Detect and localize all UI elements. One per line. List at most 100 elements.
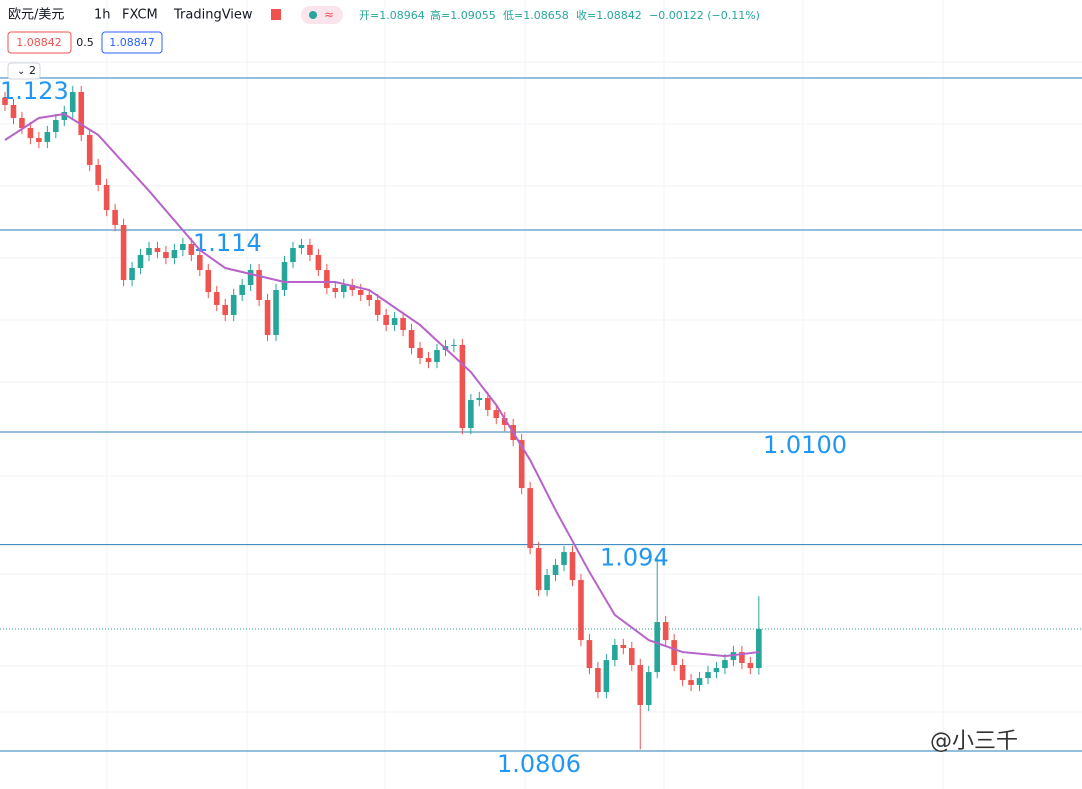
candle-body <box>434 350 440 363</box>
candle-body <box>290 248 296 263</box>
candle-body <box>19 118 25 129</box>
candle-body <box>324 270 330 289</box>
candle-body <box>222 304 229 315</box>
candle-body <box>425 358 432 363</box>
candle-body <box>569 552 576 581</box>
open: 开=1.08964 <box>359 9 425 22</box>
candle-body <box>180 244 186 251</box>
candle-body <box>612 644 618 661</box>
candle-body <box>44 132 51 143</box>
ask[interactable]: 1.08847 <box>109 36 155 49</box>
candle-body <box>137 254 144 269</box>
candle-body <box>197 254 203 271</box>
candle-body <box>256 270 262 301</box>
candle-body <box>315 254 322 271</box>
candle-body <box>654 622 660 673</box>
candle-body <box>154 248 161 253</box>
broker: FXCM <box>122 8 158 23</box>
candle-body <box>69 92 76 113</box>
platform: TradingView <box>173 8 253 23</box>
candle-body <box>756 628 762 669</box>
candle-body <box>586 640 593 669</box>
interval: 1h <box>94 8 111 23</box>
candle-body <box>552 564 559 575</box>
level-label: 1.123 <box>0 77 69 105</box>
candle-body <box>476 398 483 401</box>
candle-body <box>501 418 508 425</box>
candle-body <box>713 668 720 673</box>
candle-body <box>146 248 152 255</box>
badge[interactable]: 2 <box>29 64 36 77</box>
candle-body <box>747 662 754 669</box>
candle-body <box>53 120 59 133</box>
candle-body <box>10 104 17 119</box>
candle-body <box>696 678 703 685</box>
candle-body <box>493 410 500 419</box>
high: 高=1.09055 <box>430 8 496 22</box>
candle-body <box>451 344 457 347</box>
candle-body <box>417 348 423 359</box>
candle-body <box>36 138 42 143</box>
candle-body <box>561 552 567 565</box>
candle-body <box>213 292 220 305</box>
candle-body <box>188 244 195 255</box>
candle-body <box>27 128 34 139</box>
candle-body <box>645 672 652 705</box>
bid-box[interactable] <box>7 31 72 54</box>
candle-body <box>112 210 118 225</box>
level-label: 1.0100 <box>763 431 847 459</box>
collapse-button[interactable] <box>7 62 41 80</box>
candles <box>2 85 762 750</box>
collapse-icon[interactable]: ⌄ <box>17 66 25 77</box>
candle-body <box>307 244 313 255</box>
candle-body <box>349 284 356 291</box>
candle-body <box>535 548 542 591</box>
candle-body <box>95 164 101 185</box>
candle-body <box>688 680 694 685</box>
change: −0.00122 (−0.11%) <box>649 9 760 22</box>
candle-body <box>468 400 474 429</box>
candle-body <box>679 664 686 681</box>
candle-body <box>264 300 271 335</box>
candle-body <box>603 660 610 693</box>
low: 低=1.08658 <box>503 9 569 22</box>
candle-body <box>2 98 8 105</box>
candle-body <box>341 284 347 293</box>
candle-body <box>637 664 644 705</box>
bid[interactable]: 1.08842 <box>16 36 62 49</box>
candle-body <box>298 244 305 249</box>
header: 欧元/美元 1h FXCM TradingView ≈ 开=1.08964 高=… <box>7 6 760 80</box>
candle-body <box>171 250 178 259</box>
candle-body <box>383 314 389 325</box>
candle-body <box>578 580 584 641</box>
candle-body <box>374 300 381 315</box>
candle-body <box>705 672 711 679</box>
candle-body <box>78 92 85 135</box>
candle-body <box>357 290 364 295</box>
status-dot <box>309 11 317 19</box>
close: 收=1.08842 <box>576 8 642 22</box>
candle-body <box>61 112 68 121</box>
candle-body <box>129 268 135 281</box>
candle-body <box>739 652 745 663</box>
moving-average <box>4 112 759 658</box>
candle-body <box>722 660 728 669</box>
ask-box[interactable] <box>101 31 163 54</box>
candle-body <box>484 398 491 411</box>
candle-body <box>595 668 601 693</box>
candle-body <box>459 344 466 429</box>
candle-body <box>671 640 677 665</box>
symbol: 欧元/美元 <box>8 8 64 23</box>
candle-body <box>281 262 288 291</box>
candle-body <box>544 574 550 591</box>
candle-body <box>366 294 373 301</box>
candle-body <box>86 134 93 165</box>
candle-body <box>273 290 279 335</box>
candle-body <box>518 440 525 489</box>
candle-body <box>163 252 169 259</box>
candle-body <box>662 622 669 641</box>
candle-body <box>103 184 110 211</box>
